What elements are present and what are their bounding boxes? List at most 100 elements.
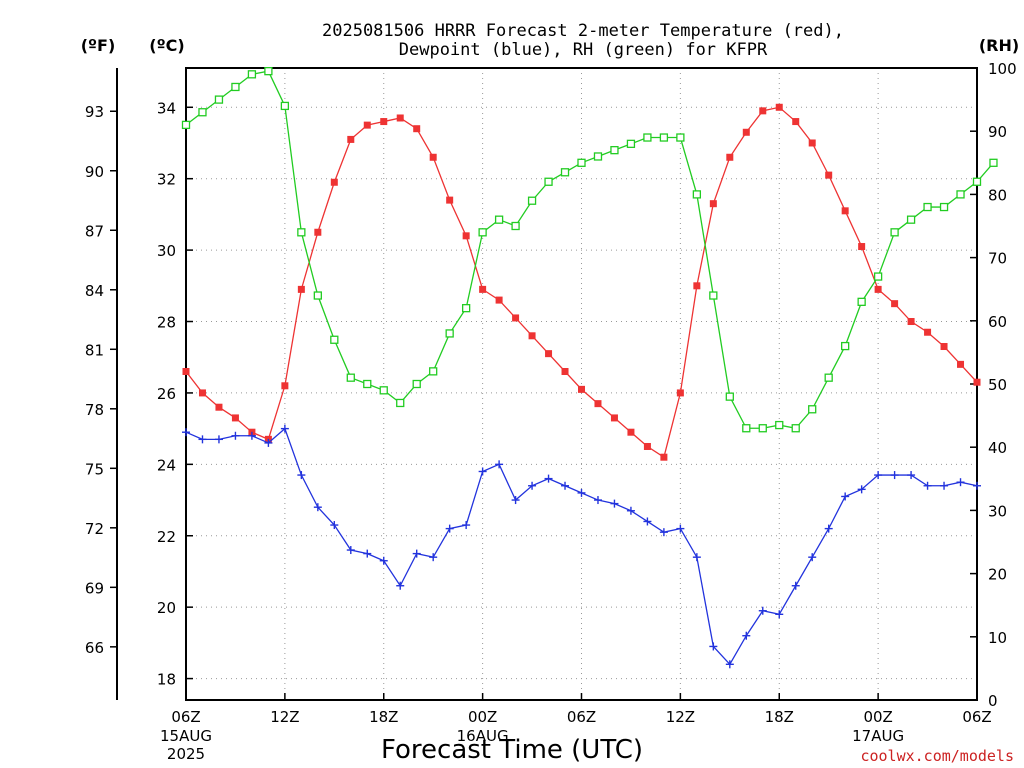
rh-tick-label: 20 — [988, 566, 1007, 584]
rh-point — [412, 379, 421, 389]
rh-tick-label: 50 — [988, 376, 1007, 394]
x-tick-label: 18Z — [765, 708, 794, 726]
credit-label: coolwx.com/models — [860, 747, 1014, 765]
fahrenheit-tick-label: 84 — [85, 282, 104, 300]
rh-tick-label: 80 — [988, 186, 1007, 204]
rh-point — [742, 424, 751, 433]
dewpoint-point — [709, 642, 718, 651]
rh-point — [544, 177, 553, 186]
dewpoint-point — [231, 431, 240, 440]
celsius-tick-label: 24 — [157, 456, 176, 474]
dewpoint-point — [379, 556, 388, 565]
temperature-point — [528, 332, 536, 340]
rh-point — [643, 133, 652, 142]
temperature-point — [643, 442, 651, 450]
dewpoint-point — [824, 524, 833, 533]
dewpoint-point — [973, 481, 981, 490]
x-tick-label: 00Z — [468, 708, 497, 726]
rh-tick-label: 100 — [988, 60, 1017, 78]
rh-point — [247, 70, 257, 79]
temperature-point — [808, 139, 816, 147]
rh-tick-label: 60 — [988, 313, 1007, 331]
dewpoint-point — [775, 610, 784, 619]
temperature-point — [973, 378, 981, 386]
temperature-point — [413, 125, 421, 133]
dewpoint-point — [643, 517, 652, 526]
rh-tick-label: 90 — [988, 123, 1007, 141]
dewpoint-point — [956, 478, 965, 487]
dewpoint-point — [626, 506, 635, 515]
rh-line — [185, 70, 994, 429]
dewpoint-point — [297, 471, 306, 480]
dewpoint-point — [890, 471, 899, 480]
rh-point — [972, 177, 982, 186]
dewpoint-point — [280, 424, 289, 433]
rh-tick-label: 0 — [988, 692, 998, 710]
dewpoint-point — [940, 481, 949, 490]
rh-point — [873, 272, 883, 281]
temperature-point — [314, 228, 322, 236]
fahrenheit-tick-label: 72 — [85, 520, 104, 538]
fahrenheit-tick-label: 93 — [85, 103, 104, 121]
dewpoint-point — [659, 528, 668, 537]
dewpoint-point — [528, 481, 537, 490]
temperature-point — [231, 414, 239, 422]
temperature-point — [347, 135, 355, 143]
temperature-point — [215, 403, 223, 411]
rh-point — [280, 101, 290, 111]
temperature-point — [446, 196, 454, 204]
rh-point — [330, 335, 339, 344]
temperature-point — [627, 428, 635, 436]
rh-point — [659, 133, 669, 142]
dewpoint-point — [429, 553, 438, 562]
rh-point — [181, 120, 191, 130]
temperature-point — [693, 282, 701, 290]
chart-title-line2: Dewpoint (blue), RH (green) for KFPR — [399, 40, 768, 60]
rh-point — [461, 304, 471, 313]
dewpoint-point — [511, 496, 520, 505]
temperature-point — [940, 343, 948, 351]
fahrenheit-tick-label: 81 — [85, 341, 104, 359]
axes: 18 20 22 24 26 28 30 32 34 66 69 72 75 78 81 84 87 90 93 0 1… — [85, 60, 1017, 763]
fahrenheit-tick-label: 69 — [85, 579, 104, 597]
dewpoint-point — [445, 524, 454, 533]
rh-unit-label: (RH) — [979, 36, 1019, 55]
temperature-point — [462, 232, 470, 240]
celsius-tick-label: 30 — [157, 242, 176, 260]
series-layer — [181, 67, 998, 669]
celsius-tick-label: 18 — [157, 671, 176, 689]
temperature-point — [775, 103, 783, 111]
rh-point — [560, 168, 570, 177]
rh-tick-label: 30 — [988, 502, 1007, 520]
rh-point — [857, 297, 866, 306]
dewpoint-point — [692, 553, 701, 562]
rh-point — [824, 373, 833, 382]
temperature-point — [396, 114, 404, 122]
dewpoint-point — [923, 481, 932, 490]
dewpoint-point — [198, 435, 207, 444]
rh-point — [610, 146, 619, 155]
rh-series — [181, 67, 998, 433]
temperature-point — [891, 300, 899, 308]
x-tick-label: 12Z — [270, 708, 299, 726]
fahrenheit-tick-label: 66 — [85, 639, 104, 657]
x-tick-label: 12Z — [666, 708, 695, 726]
celsius-tick-label: 20 — [157, 599, 176, 617]
celsius-tick-label: 26 — [157, 385, 176, 403]
dewpoint-point — [478, 467, 487, 476]
rh-point — [346, 373, 355, 382]
temperature-point — [660, 453, 668, 461]
dewpoint-point — [907, 471, 916, 480]
rh-point — [511, 221, 520, 231]
dewpoint-point — [544, 474, 553, 483]
dewpoint-point — [841, 492, 850, 501]
rh-point — [808, 405, 817, 414]
rh-point — [313, 291, 322, 300]
temperature-point — [578, 385, 585, 393]
temperature-point — [907, 318, 915, 326]
x-tick-label: 06Z — [171, 708, 200, 726]
rh-point — [494, 215, 504, 224]
dewpoint-point — [561, 481, 570, 490]
dewpoint-point — [577, 488, 586, 497]
temperature-point — [363, 121, 371, 129]
